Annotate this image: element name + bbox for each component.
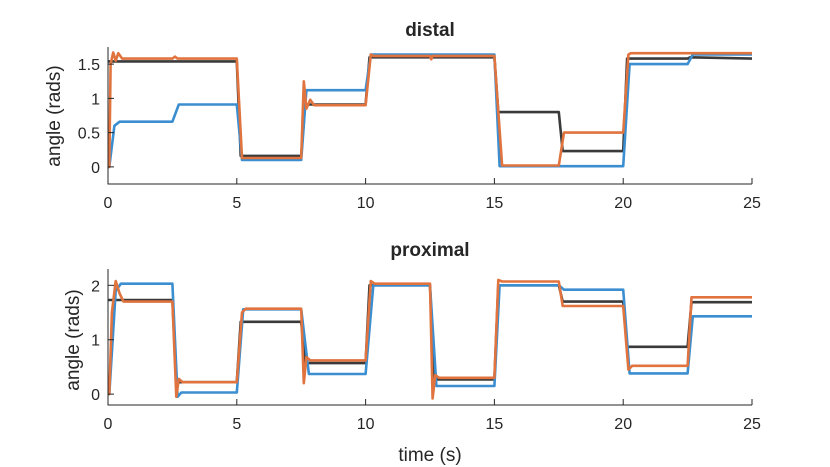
distal-series-orange (108, 51, 752, 169)
proximal-xtick-label: 20 (614, 416, 632, 433)
distal-ylabel: angle (rads) (44, 65, 65, 166)
proximal-ytick-label: 0 (91, 387, 100, 404)
panel-proximal: proximal angle (rads) 0 5 10 15 20 25 0 1 2 time… (63, 240, 761, 466)
proximal-ticks: 0 5 10 15 20 25 0 1 2 (91, 278, 761, 433)
distal-xtick-label: 25 (743, 195, 761, 212)
distal-xtick-label: 0 (104, 195, 113, 212)
distal-plot-area (108, 51, 753, 169)
distal-ytick-label: 0.5 (78, 126, 100, 143)
distal-ytick-label: 1.5 (78, 57, 100, 74)
proximal-ylabel: angle (rads) (63, 289, 84, 390)
distal-xtick-label: 5 (232, 195, 241, 212)
distal-xtick-label: 20 (614, 195, 632, 212)
proximal-xtick-label: 0 (104, 416, 113, 433)
distal-ytick-label: 0 (91, 160, 100, 177)
proximal-xtick-label: 5 (232, 416, 241, 433)
proximal-series-orange (108, 278, 752, 400)
proximal-title: proximal (390, 240, 469, 261)
distal-ytick-label: 1 (91, 91, 100, 108)
distal-xtick-label: 10 (357, 195, 375, 212)
proximal-series-blue (108, 282, 752, 399)
proximal-ytick-label: 1 (91, 333, 100, 350)
distal-xtick-label: 15 (486, 195, 504, 212)
proximal-plot-area (108, 278, 752, 400)
proximal-xtick-label: 15 (486, 416, 504, 433)
distal-axes (107, 47, 752, 185)
distal-title: distal (405, 20, 455, 41)
proximal-xtick-label: 10 (357, 416, 375, 433)
distal-ticks: 0 5 10 15 20 25 0 0.5 1 1.5 (78, 57, 761, 212)
distal-series-blue (108, 53, 752, 169)
distal-series-black (108, 56, 753, 158)
proximal-xtick-label: 25 (743, 416, 761, 433)
proximal-ytick-label: 2 (91, 278, 100, 295)
proximal-xlabel: time (s) (398, 445, 461, 466)
panel-distal: distal angle (rads) 0 5 10 15 20 25 0 0.5 1 1.5 (44, 20, 761, 212)
